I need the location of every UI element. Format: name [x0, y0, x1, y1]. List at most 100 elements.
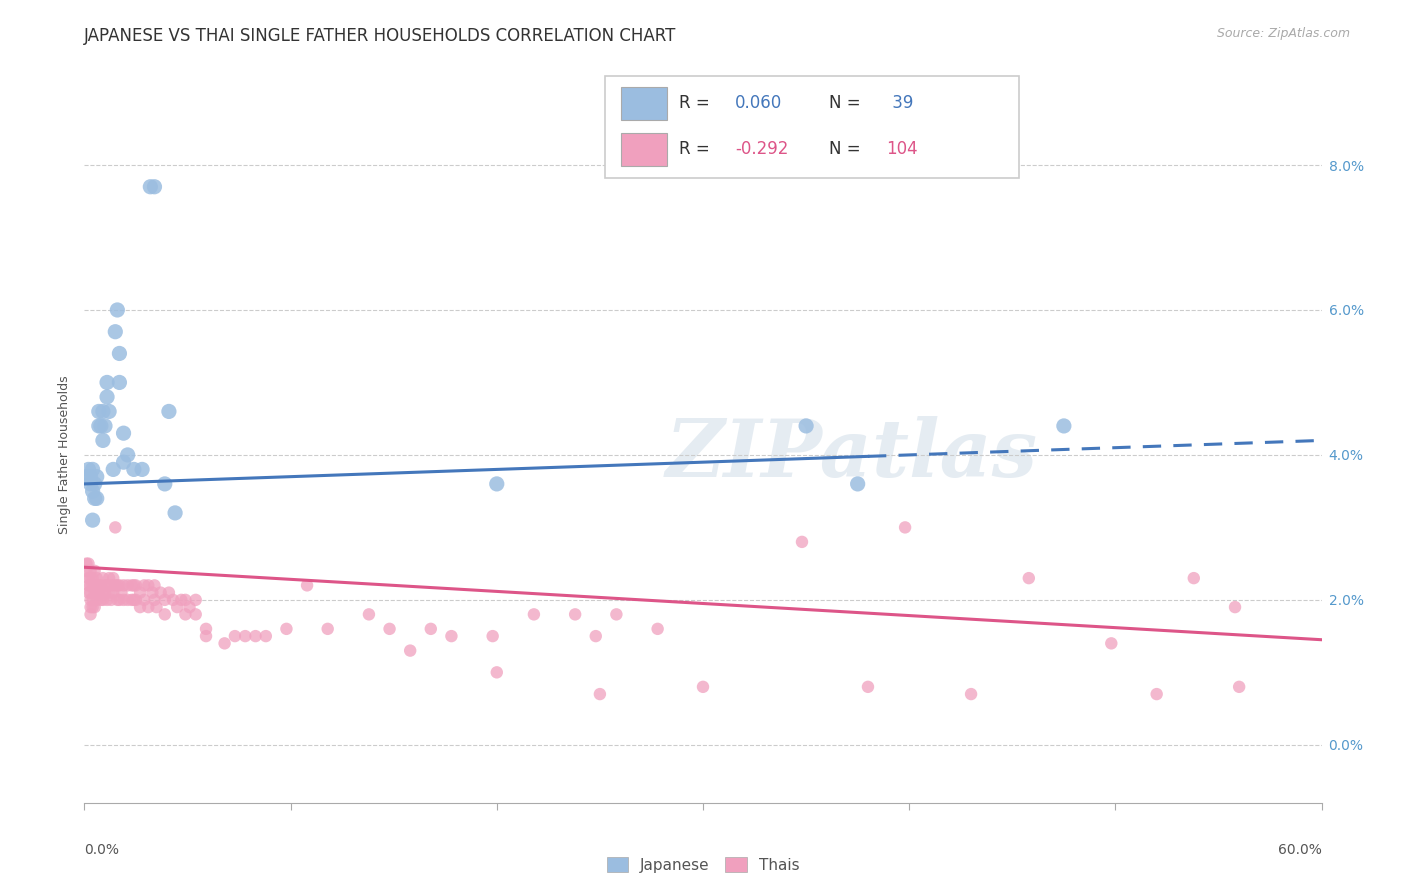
Point	[98, 404, 121, 418]
Point	[75, 564, 97, 578]
Point	[1053, 419, 1076, 434]
Point	[122, 578, 145, 592]
Point	[174, 607, 197, 622]
Point	[295, 578, 318, 592]
Point	[485, 665, 508, 680]
Point	[83, 578, 105, 592]
Point	[79, 476, 101, 491]
Point	[184, 607, 207, 622]
Text: R =: R =	[679, 140, 716, 158]
Point	[83, 585, 105, 599]
Point	[108, 376, 131, 390]
Point	[195, 622, 218, 636]
Point	[79, 600, 101, 615]
Point	[846, 476, 869, 491]
Point	[82, 513, 104, 527]
Point	[184, 592, 207, 607]
Point	[136, 578, 159, 592]
Point	[110, 585, 132, 599]
Point	[195, 629, 218, 643]
Text: 0.060: 0.060	[735, 94, 783, 112]
Point	[82, 462, 104, 476]
Point	[82, 592, 104, 607]
Point	[90, 592, 112, 607]
Point	[143, 179, 166, 194]
Point	[605, 607, 627, 622]
Point	[1182, 571, 1205, 585]
Point	[157, 585, 180, 599]
Text: 39: 39	[887, 94, 912, 112]
Point	[83, 600, 105, 615]
Point	[564, 607, 586, 622]
Point	[419, 622, 441, 636]
Point	[91, 585, 114, 599]
Text: Source: ZipAtlas.com: Source: ZipAtlas.com	[1216, 27, 1350, 40]
Point	[86, 571, 108, 585]
Point	[136, 600, 159, 615]
Point	[174, 592, 197, 607]
Point	[90, 578, 112, 592]
Point	[214, 636, 236, 650]
Point	[79, 578, 101, 592]
Point	[856, 680, 879, 694]
Text: JAPANESE VS THAI SINGLE FATHER HOUSEHOLDS CORRELATION CHART: JAPANESE VS THAI SINGLE FATHER HOUSEHOLD…	[84, 27, 676, 45]
Point	[117, 578, 139, 592]
Point	[77, 578, 100, 592]
Point	[523, 607, 546, 622]
Point	[153, 476, 176, 491]
Point	[86, 592, 108, 607]
Point	[143, 592, 166, 607]
Point	[440, 629, 463, 643]
Point	[103, 462, 125, 476]
Point	[105, 303, 128, 318]
Point	[153, 592, 176, 607]
Point	[485, 476, 508, 491]
Point	[103, 571, 125, 585]
Point	[141, 585, 163, 599]
Text: 0.0%: 0.0%	[84, 843, 120, 857]
Point	[82, 600, 104, 615]
Point	[149, 585, 172, 599]
Point	[75, 557, 97, 571]
Point	[481, 629, 503, 643]
Point	[245, 629, 267, 643]
Point	[647, 622, 669, 636]
Text: R =: R =	[679, 94, 716, 112]
Point	[129, 585, 152, 599]
Point	[585, 629, 607, 643]
Point	[82, 578, 104, 592]
Point	[117, 448, 139, 462]
Point	[100, 592, 122, 607]
Point	[91, 592, 114, 607]
Point	[121, 592, 143, 607]
Point	[77, 557, 100, 571]
Point	[91, 571, 114, 585]
Point	[91, 434, 114, 448]
Point	[82, 571, 104, 585]
Point	[96, 376, 118, 390]
Point	[104, 520, 127, 534]
Point	[1146, 687, 1168, 701]
Point	[98, 571, 121, 585]
Point	[79, 564, 101, 578]
Point	[79, 469, 101, 483]
Text: 104: 104	[887, 140, 918, 158]
Point	[108, 346, 131, 360]
Point	[960, 687, 983, 701]
Point	[162, 592, 184, 607]
Point	[100, 578, 122, 592]
Point	[83, 491, 105, 506]
Point	[75, 469, 97, 483]
FancyBboxPatch shape	[621, 133, 666, 166]
Point	[112, 455, 135, 469]
Point	[105, 592, 128, 607]
Point	[87, 419, 110, 434]
Point	[96, 578, 118, 592]
Point	[87, 585, 110, 599]
Point	[108, 578, 131, 592]
Point	[134, 592, 156, 607]
Point	[79, 585, 101, 599]
Point	[125, 578, 148, 592]
Point	[82, 484, 104, 499]
Point	[87, 578, 110, 592]
